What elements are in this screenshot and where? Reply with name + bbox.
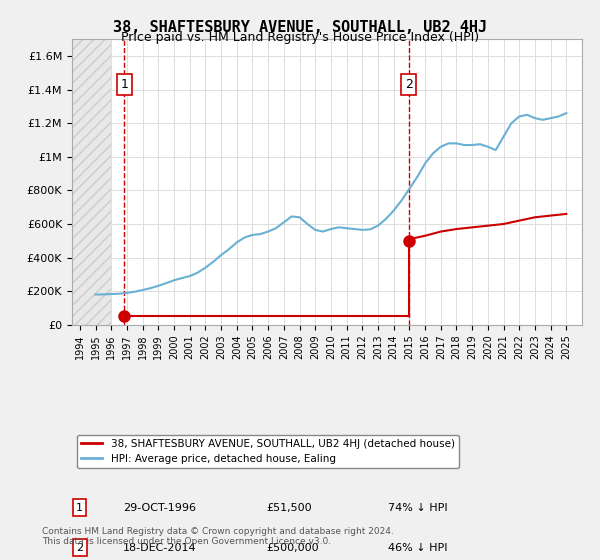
- Text: 1: 1: [76, 502, 83, 512]
- Text: 1: 1: [121, 78, 128, 91]
- Text: Price paid vs. HM Land Registry's House Price Index (HPI): Price paid vs. HM Land Registry's House …: [121, 31, 479, 44]
- Text: 46% ↓ HPI: 46% ↓ HPI: [388, 543, 448, 553]
- Bar: [72, 39, 111, 325]
- Text: 38, SHAFTESBURY AVENUE, SOUTHALL, UB2 4HJ: 38, SHAFTESBURY AVENUE, SOUTHALL, UB2 4H…: [113, 20, 487, 35]
- Text: 29-OCT-1996: 29-OCT-1996: [123, 502, 196, 512]
- Text: £500,000: £500,000: [266, 543, 319, 553]
- Legend: 38, SHAFTESBURY AVENUE, SOUTHALL, UB2 4HJ (detached house), HPI: Average price, : 38, SHAFTESBURY AVENUE, SOUTHALL, UB2 4H…: [77, 435, 459, 468]
- Text: 74% ↓ HPI: 74% ↓ HPI: [388, 502, 448, 512]
- Text: £51,500: £51,500: [266, 502, 311, 512]
- Text: 2: 2: [76, 543, 83, 553]
- Text: 2: 2: [405, 78, 413, 91]
- Text: 18-DEC-2014: 18-DEC-2014: [123, 543, 197, 553]
- Text: Contains HM Land Registry data © Crown copyright and database right 2024.
This d: Contains HM Land Registry data © Crown c…: [42, 526, 394, 546]
